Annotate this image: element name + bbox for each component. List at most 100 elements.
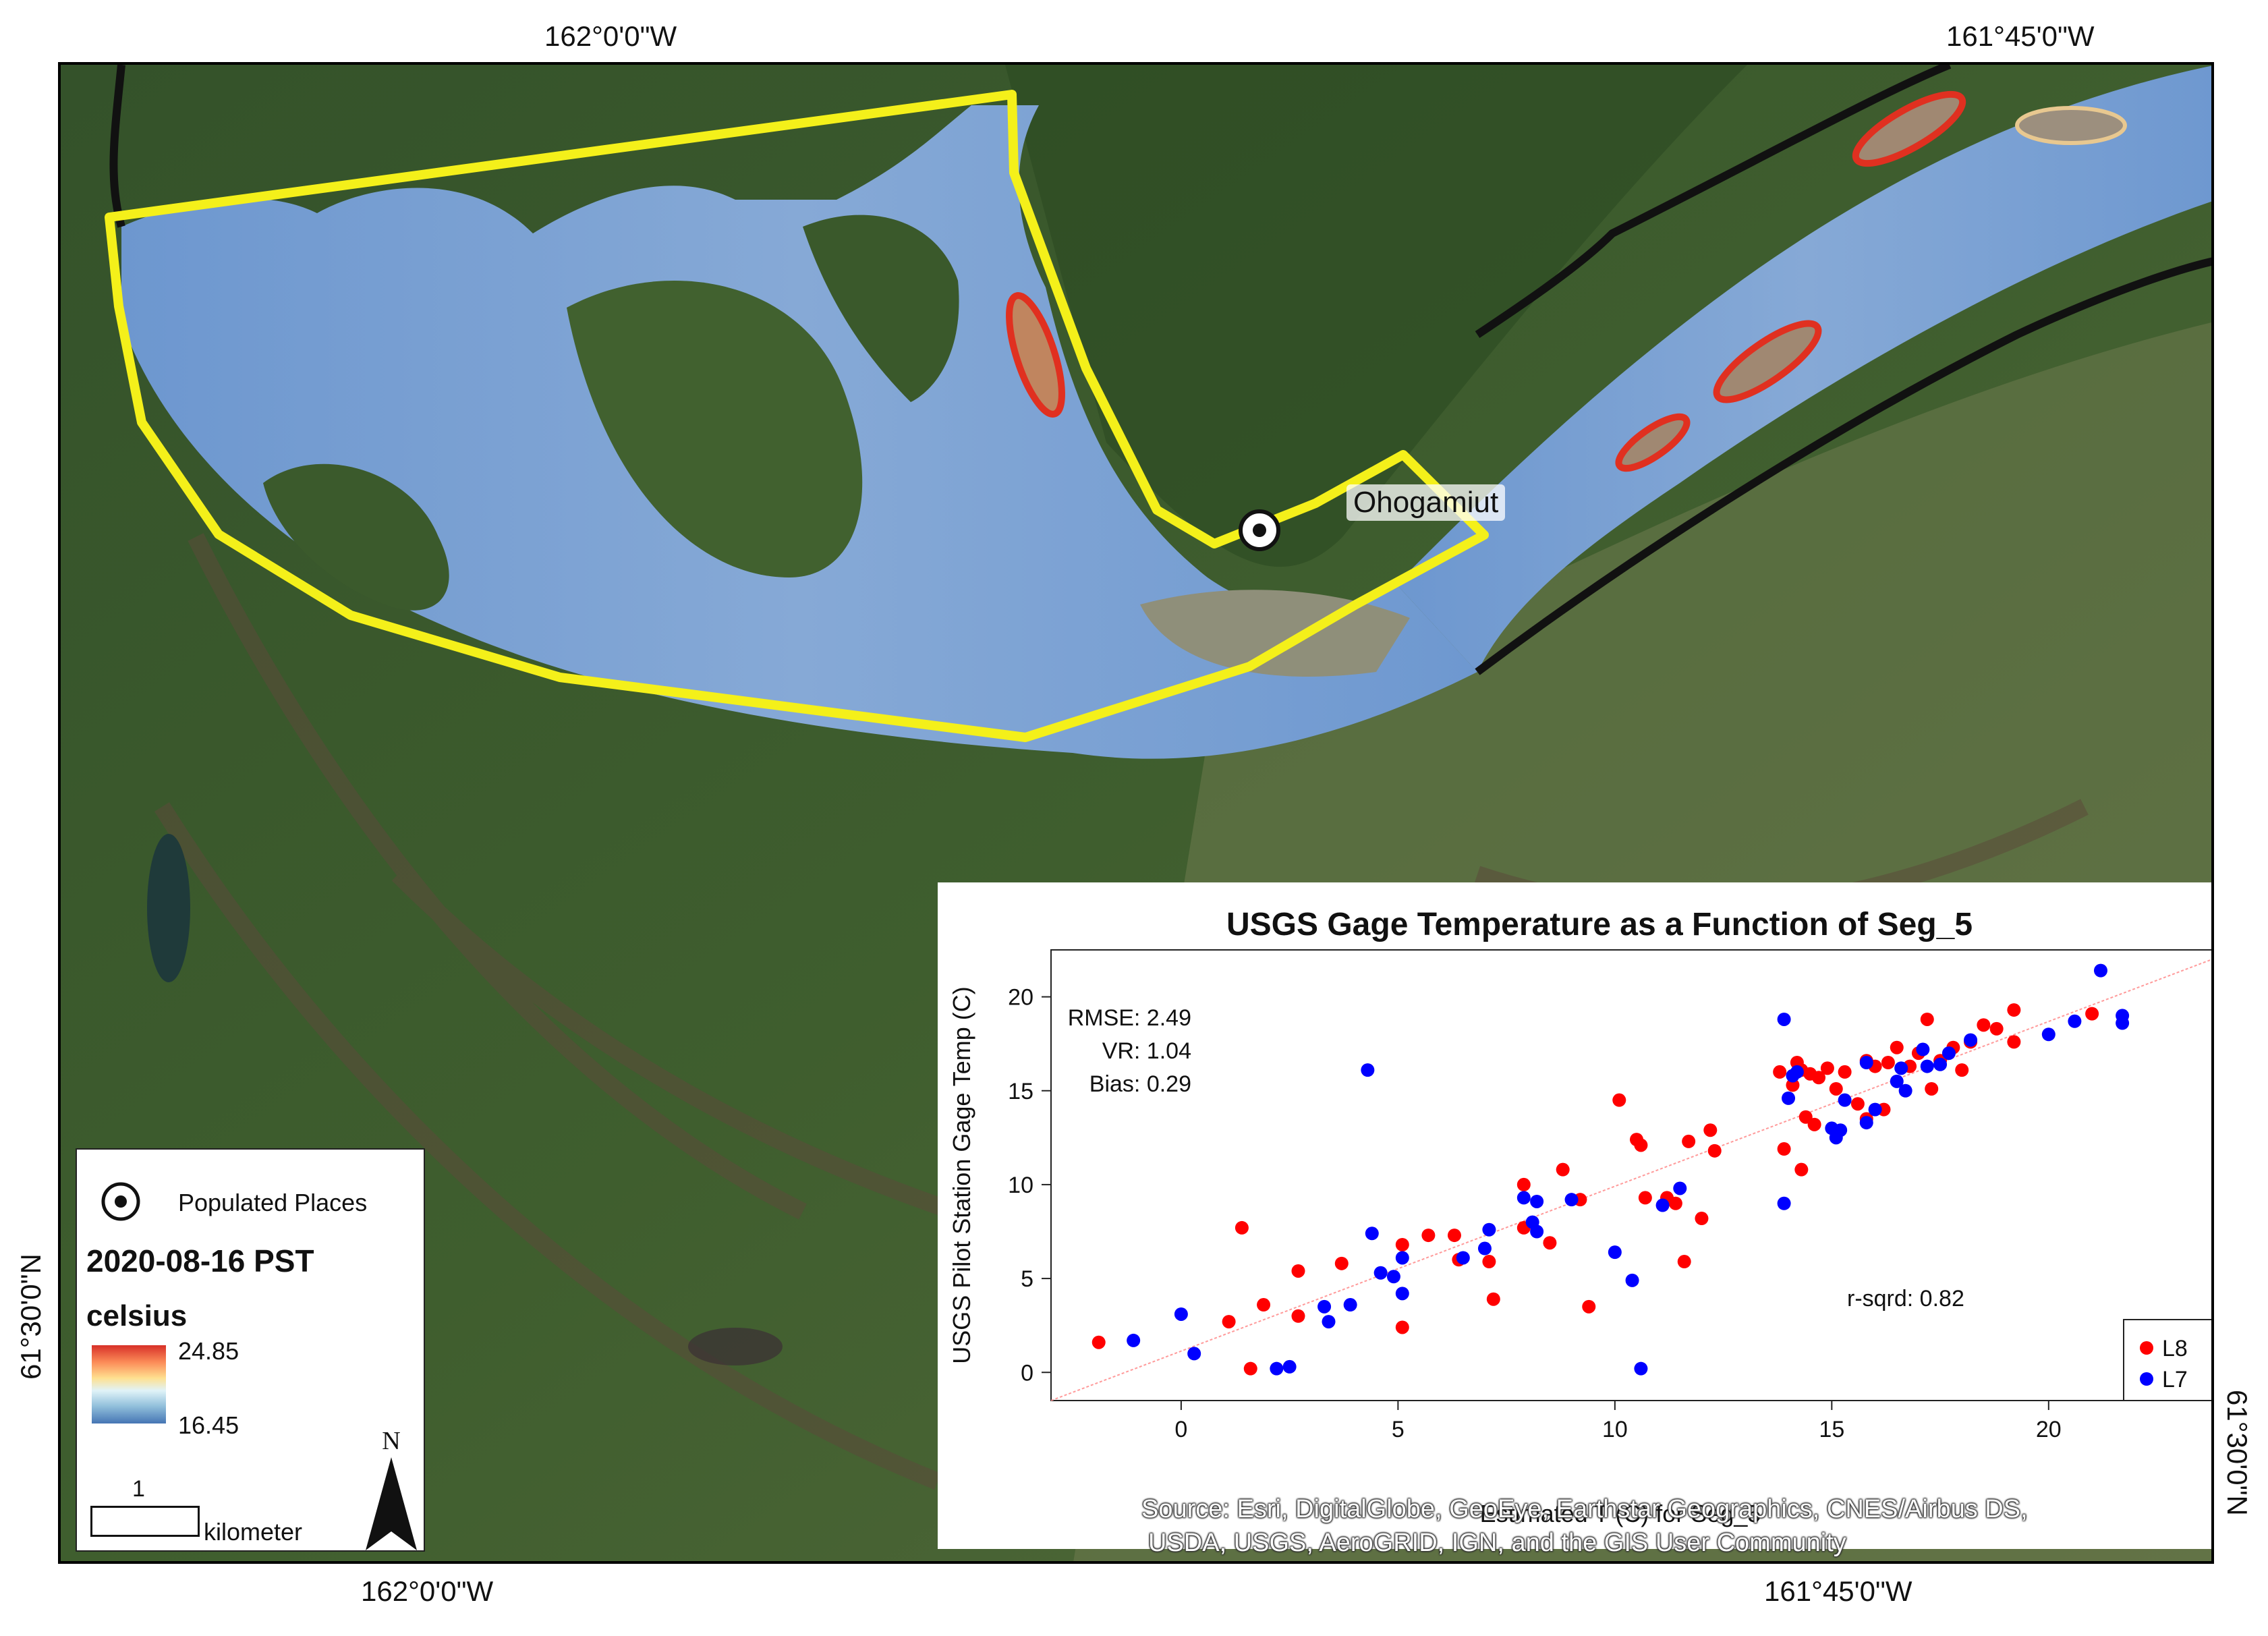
point-l8 <box>1850 1097 1865 1111</box>
populated-place-marker[interactable] <box>1239 509 1280 551</box>
point-l8 <box>1786 1078 1800 1092</box>
scatter-chart-panel: USGS Gage Temperature as a Function of S… <box>938 882 2211 1549</box>
legend-color-ramp <box>92 1345 166 1423</box>
point-l7 <box>2041 1027 2056 1042</box>
point-l8 <box>1257 1298 1271 1312</box>
coord-bottom-left: 162°0'0"W <box>361 1575 494 1607</box>
point-l8 <box>1812 1071 1826 1085</box>
point-l7 <box>1898 1083 1912 1098</box>
bank-line-north <box>109 65 1952 338</box>
point-l8 <box>1668 1196 1682 1210</box>
coord-left: 61°30'0"N <box>15 1253 47 1380</box>
stat-rmse: RMSE: 2.49 <box>1068 1005 1191 1031</box>
point-l7 <box>1859 1056 1873 1069</box>
point-l7 <box>1564 1193 1579 1207</box>
source-attribution: Source: Esri, DigitalGlobe, GeoEye, Eart… <box>1141 1492 2028 1560</box>
scatter-chart: USGS Gage Temperature as a Function of S… <box>948 907 2211 1527</box>
point-l7 <box>1782 1091 1796 1105</box>
data-points <box>1092 963 2130 1376</box>
point-l7 <box>1834 1123 1848 1137</box>
legend-label-l8: L8 <box>2162 1336 2188 1361</box>
source-line-1: Source: Esri, DigitalGlobe, GeoEye, Eart… <box>1141 1495 2028 1523</box>
point-l7 <box>1634 1361 1648 1376</box>
point-l7 <box>1343 1298 1357 1312</box>
warm-sandbar <box>1713 320 1822 403</box>
point-l7 <box>1964 1033 1978 1047</box>
point-l7 <box>2068 1014 2082 1028</box>
point-l8 <box>1092 1335 1106 1349</box>
point-l8 <box>1773 1065 1787 1079</box>
stat-bias: Bias: 0.29 <box>1089 1071 1191 1097</box>
point-l8 <box>1516 1177 1531 1191</box>
coord-top-right: 161°45'0"W <box>1946 20 2095 52</box>
point-l7 <box>1282 1359 1297 1374</box>
point-l8 <box>1707 1144 1722 1158</box>
y-ticks: 0 5 10 15 20 <box>1008 985 1051 1386</box>
point-l7 <box>1127 1333 1141 1347</box>
point-l7 <box>1920 1059 1934 1073</box>
y-tick-label: 0 <box>1021 1360 1033 1386</box>
point-l8 <box>1820 1061 1834 1075</box>
legend-populated-places: Populated Places <box>178 1189 368 1216</box>
point-l7 <box>1482 1222 1496 1237</box>
y-tick-label: 10 <box>1008 1173 1033 1198</box>
warm-sandbar <box>1615 413 1691 472</box>
coord-right: 61°30'0"N <box>2221 1390 2253 1516</box>
plot-area <box>1050 949 2211 1401</box>
y-tick-label: 15 <box>1008 1079 1033 1104</box>
x-tick-label: 20 <box>2036 1417 2062 1442</box>
legend-max: 24.85 <box>178 1337 239 1365</box>
x-tick-label: 10 <box>1602 1417 1628 1442</box>
point-l8 <box>1920 1012 1934 1026</box>
x-tick-label: 15 <box>1819 1417 1844 1442</box>
point-l8 <box>1447 1229 1461 1243</box>
point-l7 <box>1530 1194 1544 1208</box>
point-l7 <box>2093 963 2107 978</box>
point-l7 <box>1187 1347 1201 1361</box>
point-l7 <box>1777 1196 1791 1210</box>
point-l7 <box>1838 1093 1852 1107</box>
point-l8 <box>1638 1191 1652 1205</box>
point-l7 <box>1386 1270 1400 1284</box>
scale-bar <box>90 1506 200 1537</box>
point-l8 <box>1395 1237 1409 1251</box>
populated-place-icon <box>101 1182 140 1221</box>
point-l7 <box>1477 1241 1492 1256</box>
point-l8 <box>1482 1255 1496 1269</box>
point-l8 <box>1977 1018 1991 1032</box>
point-l7 <box>1516 1191 1531 1205</box>
lake <box>688 1328 783 1365</box>
point-l8 <box>1955 1063 1969 1077</box>
lake <box>147 834 190 982</box>
point-l7 <box>1608 1245 1622 1260</box>
point-l7 <box>2116 1009 2130 1023</box>
x-ticks: 0 5 10 15 20 <box>1174 1401 2062 1442</box>
legend-unit: celsius <box>86 1299 188 1332</box>
sandbar <box>2015 106 2127 145</box>
point-l8 <box>1925 1081 1939 1096</box>
y-tick-label: 20 <box>1008 985 1033 1011</box>
warm-sandbar <box>1006 292 1065 418</box>
point-l8 <box>1703 1123 1718 1137</box>
x-axis-label: Estimated T (C) for Seg_5 <box>1480 1500 1761 1527</box>
coord-bottom-right: 161°45'0"W <box>1764 1575 1912 1607</box>
stat-vr: VR: 1.04 <box>1102 1038 1191 1064</box>
river-east <box>1396 65 2211 672</box>
north-label: N <box>382 1427 400 1455</box>
point-l8 <box>1634 1138 1648 1152</box>
point-l7 <box>1456 1251 1470 1265</box>
study-area-polygon[interactable] <box>105 90 1489 742</box>
point-l8 <box>1838 1065 1852 1079</box>
y-axis-label: USGS Pilot Station Gage Temp (C) <box>948 986 975 1364</box>
stat-rsqrd: r-sqrd: 0.82 <box>1847 1286 1964 1311</box>
point-l8 <box>1612 1093 1626 1107</box>
point-l7 <box>1270 1361 1284 1376</box>
x-tick-label: 5 <box>1392 1417 1405 1442</box>
point-l8 <box>2007 1003 2021 1017</box>
legend-min: 16.45 <box>178 1411 239 1439</box>
point-l7 <box>1361 1063 1375 1077</box>
point-l8 <box>1989 1021 2004 1036</box>
scale-bar-number: 1 <box>132 1476 145 1502</box>
point-l7 <box>1317 1299 1332 1314</box>
point-l7 <box>1625 1273 1639 1287</box>
